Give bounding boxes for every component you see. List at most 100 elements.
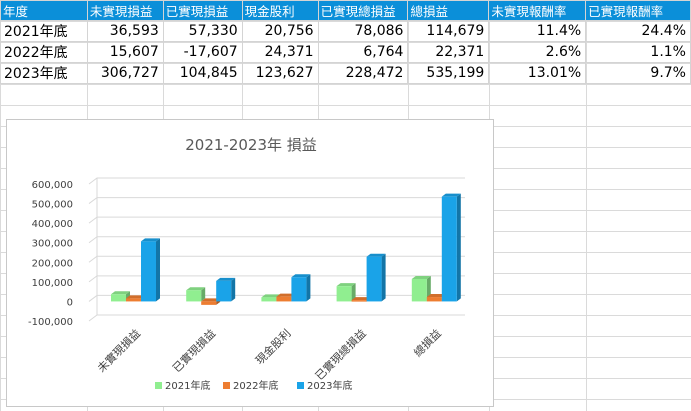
legend-swatch [297,382,304,389]
legend-swatch [155,382,162,389]
bar [366,256,382,302]
data-cell[interactable]: 15,607 [86,41,164,63]
gridline [88,216,465,224]
data-cell[interactable]: 57,330 [162,20,243,42]
column-header[interactable]: 未實現報酬率 [488,0,587,21]
row-label-cell[interactable]: 2023年底 [0,62,88,84]
bar [351,300,367,302]
bar-top [411,275,431,279]
bar-top [351,297,371,301]
table-row: 2022年底 15,607 -17,607 24,371 6,764 22,371 2.6%… [0,41,691,63]
bar-top [111,291,130,295]
bar [126,298,141,302]
bar-side [456,193,461,302]
bar [111,294,126,302]
column-header[interactable]: 已實現總損益 [317,0,409,21]
legend-swatch [223,382,230,389]
data-cell[interactable]: -17,607 [162,41,243,63]
column-header[interactable]: 未實現損益 [86,0,164,21]
data-cell[interactable]: 114,679 [407,20,490,42]
bar [426,297,442,302]
data-cell[interactable]: 6,764 [317,41,409,63]
bar-top [141,238,160,242]
data-cell[interactable]: 228,472 [317,62,409,84]
data-cell[interactable]: 36,593 [86,20,164,42]
data-cell[interactable]: 24.4% [585,20,691,42]
bar [261,297,277,302]
bar-top [261,294,281,298]
data-cell[interactable]: 1.1% [585,41,691,63]
bar [336,286,352,302]
bar [186,290,202,302]
bar-top [276,293,296,297]
data-cell[interactable]: 20,756 [241,20,319,42]
table-row: 2023年底 306,727 104,845 123,627 228,472 535,19… [0,62,691,84]
table-row: 2021年底 36,593 57,330 20,756 78,086 114,679 11.… [0,20,691,42]
y-tick-label: 100,000 [32,278,73,289]
data-cell[interactable]: 306,727 [86,62,164,84]
data-cell[interactable]: 123,627 [241,62,319,84]
bar-side [351,283,356,302]
table-header-row: 年度 未實現損益 已實現損益 現金股利 已實現總損益 總損益 未實現報酬率 已實現報酬率 [0,0,691,21]
x-tick-label: 已實現損益 [170,326,219,375]
bar-top [201,298,221,302]
y-tick-label: 400,000 [32,219,73,230]
bar-top [291,274,311,278]
x-tick-label: 現金股利 [253,326,294,367]
chart-area[interactable]: 2021-2023年 損益 600,000 500,000 400,000 300,00… [6,119,494,407]
x-tick-label: 總損益 [411,326,444,359]
bar-top [216,277,236,281]
legend-label: 2021年底 [165,379,210,392]
bar-side [306,274,311,302]
column-header[interactable]: 總損益 [407,0,490,21]
y-tick-label: -100,000 [28,317,73,328]
bar [141,241,156,302]
legend-label: 2022年底 [233,379,278,392]
column-header[interactable]: 已實現損益 [162,0,243,21]
row-label-cell[interactable]: 2021年底 [0,20,88,42]
y-tick-label: 0 [67,297,73,308]
bar-top [126,295,145,299]
bar-top [366,253,386,257]
column-header[interactable]: 現金股利 [241,0,319,21]
gridline [88,197,465,204]
bar-side [381,253,386,302]
legend-label: 2023年底 [307,379,352,392]
bar [216,280,232,302]
data-cell[interactable]: 11.4% [488,20,587,42]
data-cell[interactable]: 13.01% [488,62,587,84]
bar-side [201,287,206,302]
column-header[interactable]: 年度 [0,0,88,21]
gridline [88,314,465,322]
bar [201,301,217,305]
data-cell[interactable]: 24,371 [241,41,319,63]
data-table: 年度 未實現損益 已實現損益 現金股利 已實現總損益 總損益 未實現報酬率 已實現報酬率 202… [0,0,691,84]
y-tick-label: 200,000 [32,258,73,269]
bar-top [336,283,356,287]
data-cell[interactable]: 22,371 [407,41,490,63]
bar [441,196,457,302]
y-tick-label: 600,000 [32,180,73,191]
bar-side [156,238,160,302]
data-cell[interactable]: 78,086 [317,20,409,42]
y-tick-label: 300,000 [32,239,73,250]
column-header[interactable]: 已實現報酬率 [585,0,691,21]
bar-top [441,193,461,197]
gridline [88,177,465,185]
data-cell[interactable]: 9.7% [585,62,691,84]
bar-chart: 2021-2023年 損益 600,000 500,000 400,000 300,00… [28,136,465,392]
chart-title: 2021-2023年 損益 [185,136,317,154]
data-cell[interactable]: 104,845 [162,62,243,84]
bar-top [426,294,446,298]
bar [411,278,427,302]
bar-top [186,287,206,291]
data-cell[interactable]: 535,199 [407,62,490,84]
bar [291,277,307,302]
x-tick-label: 未實現損益 [94,326,143,375]
bar [276,296,292,302]
data-cell[interactable]: 2.6% [488,41,587,63]
y-tick-label: 500,000 [32,200,73,211]
x-tick-label: 已實現總損益 [312,326,369,383]
bar-side [231,277,236,302]
row-label-cell[interactable]: 2022年底 [0,41,88,63]
